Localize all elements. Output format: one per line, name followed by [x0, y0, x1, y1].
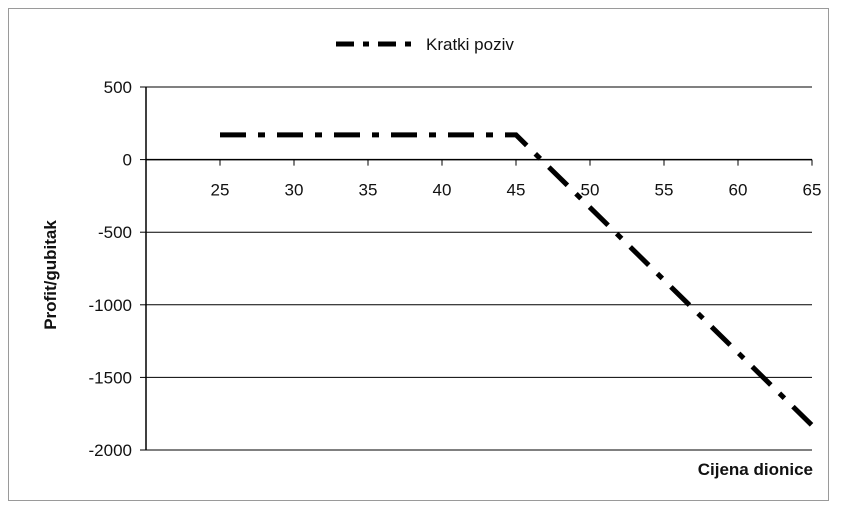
y-tick-label: -500	[98, 223, 132, 242]
legend-label-kratki-poziv: Kratki poziv	[426, 35, 514, 54]
x-tick-labels: 25 30 35 40 45 50 55 60 65	[211, 181, 822, 200]
x-tick-label: 50	[581, 181, 600, 200]
y-axis-title: Profit/gubitak	[41, 220, 60, 330]
x-tick-label: 45	[507, 181, 526, 200]
x-tick-label: 65	[803, 181, 822, 200]
x-tick-label: 30	[285, 181, 304, 200]
legend: Kratki poziv	[336, 35, 514, 54]
chart-frame	[8, 8, 829, 501]
x-tick-label: 25	[211, 181, 230, 200]
y-tick-label: 0	[123, 151, 132, 170]
x-tick-label: 40	[433, 181, 452, 200]
y-tick-label: -2000	[89, 441, 132, 460]
y-tick-label: -1000	[89, 296, 132, 315]
x-tick-label: 55	[655, 181, 674, 200]
y-tick-label: 500	[104, 78, 132, 97]
series-layer	[220, 132, 814, 428]
x-tick-label: 60	[729, 181, 748, 200]
series-line-kratki-poziv	[220, 132, 814, 428]
x-axis-title: Cijena dionice	[698, 460, 813, 479]
y-tick-labels: 500 0 -500 -1000 -1500 -2000	[89, 78, 132, 460]
gridlines	[140, 86, 813, 451]
y-tick-label: -1500	[89, 368, 132, 387]
x-tick-label: 35	[359, 181, 378, 200]
